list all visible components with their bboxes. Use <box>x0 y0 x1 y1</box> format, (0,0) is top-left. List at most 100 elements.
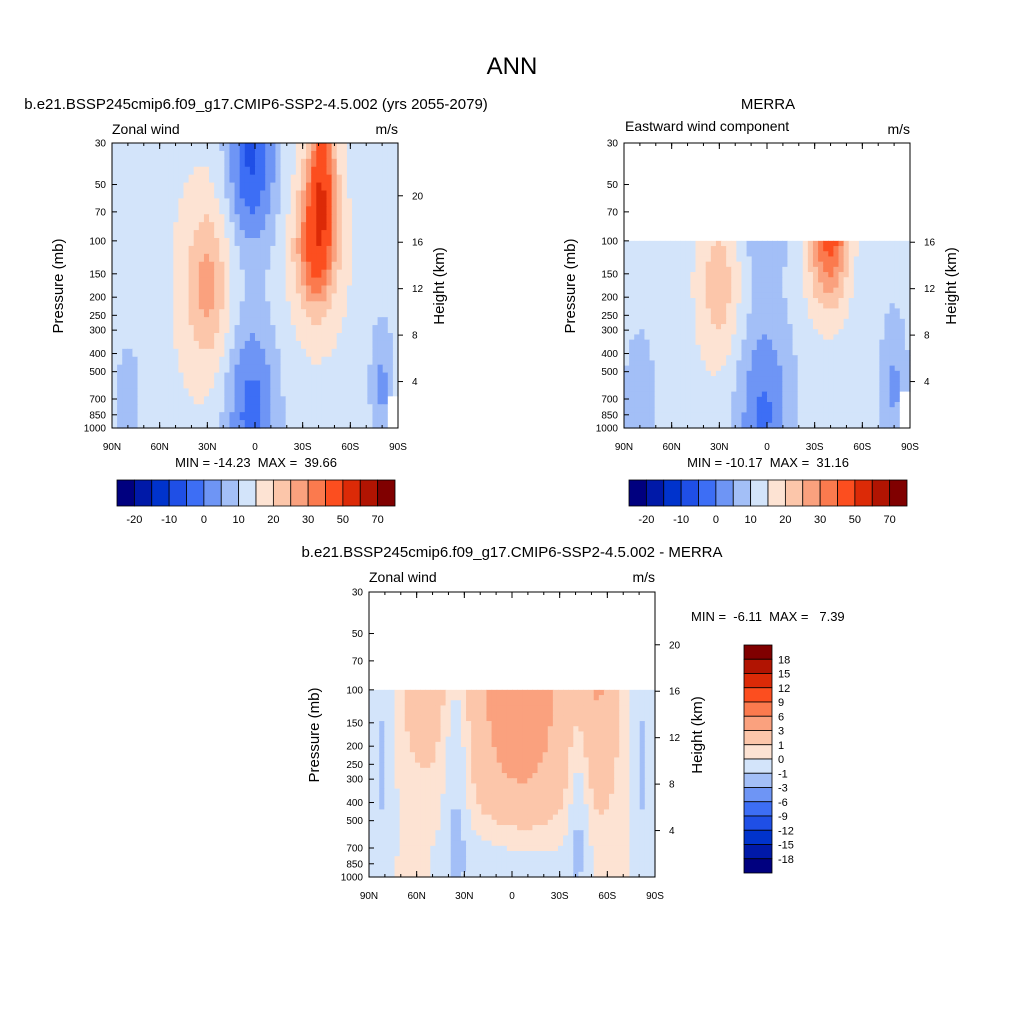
field-cell <box>756 344 763 351</box>
field-cell <box>874 396 880 403</box>
field-cell <box>797 370 804 377</box>
field-cell <box>614 726 620 733</box>
field-cell <box>295 222 302 231</box>
field-cell <box>112 301 118 310</box>
field-cell <box>649 282 656 289</box>
field-cell <box>904 339 911 346</box>
field-cell <box>112 261 118 271</box>
field-cell <box>372 333 379 342</box>
field-cell <box>481 700 488 707</box>
field-cell <box>542 747 549 753</box>
field-cell <box>889 334 896 341</box>
field-cell <box>382 158 389 168</box>
field-cell <box>362 182 368 192</box>
field-cell <box>715 292 722 299</box>
field-cell <box>193 214 200 223</box>
field-cell <box>869 287 875 294</box>
field-cell <box>142 309 149 318</box>
field-cell <box>797 298 804 304</box>
field-cell <box>568 741 574 748</box>
field-cell <box>853 308 860 315</box>
field-cell <box>634 318 640 325</box>
field-cell <box>639 282 646 289</box>
field-cell <box>807 266 814 273</box>
field-cell <box>137 396 144 405</box>
field-cell <box>812 272 819 278</box>
y-tick-label: 500 <box>89 367 106 378</box>
field-cell <box>163 166 169 176</box>
field-cell <box>884 370 891 377</box>
field-cell <box>690 360 697 367</box>
field-cell <box>295 404 302 413</box>
field-cell <box>260 238 266 247</box>
field-cell <box>491 721 498 727</box>
field-cell <box>807 360 814 367</box>
field-cell <box>300 404 307 413</box>
field-cell <box>807 396 814 403</box>
field-cell <box>127 174 134 184</box>
field-cell <box>163 230 169 239</box>
field-cell <box>173 214 179 223</box>
field-cell <box>812 350 819 356</box>
field-cell <box>229 293 236 302</box>
field-cell <box>532 741 539 748</box>
field-cell <box>629 256 635 263</box>
field-cell <box>173 420 179 429</box>
field-cell <box>367 277 374 287</box>
field-cell <box>357 238 363 247</box>
field-cell <box>163 340 169 350</box>
field-cell <box>751 422 758 429</box>
field-cell <box>392 356 399 366</box>
field-cell <box>173 174 179 184</box>
field-cell <box>649 277 656 284</box>
field-cell <box>460 741 467 748</box>
field-cell <box>828 422 834 429</box>
field-cell <box>275 253 282 263</box>
field-cell <box>823 298 829 304</box>
field-cell <box>193 309 200 318</box>
field-cell <box>336 245 343 255</box>
field-cell <box>137 420 144 429</box>
field-cell <box>664 381 671 388</box>
field-cell <box>137 333 144 342</box>
field-cell <box>157 340 164 350</box>
field-cell <box>367 340 374 350</box>
field-cell <box>455 741 462 748</box>
field-cell <box>884 329 891 336</box>
field-cell <box>147 150 154 160</box>
field-cell <box>147 182 154 192</box>
field-cell <box>894 412 901 419</box>
field-cell <box>629 402 635 408</box>
field-cell <box>275 150 282 160</box>
field-cell <box>664 308 671 315</box>
field-cell <box>255 333 261 342</box>
field-cell <box>112 206 118 215</box>
field-cell <box>634 256 640 263</box>
field-cell <box>517 741 523 748</box>
field-cell <box>157 317 164 326</box>
field-cell <box>629 287 635 294</box>
field-cell <box>321 277 328 287</box>
field-cell <box>761 329 768 336</box>
field-cell <box>690 386 697 393</box>
field-cell <box>767 396 773 403</box>
field-cell <box>163 261 169 271</box>
field-cell <box>741 350 748 356</box>
wind-field <box>624 240 911 429</box>
field-cell <box>746 386 753 393</box>
field-cell <box>255 214 261 223</box>
field-cell <box>812 391 819 398</box>
field-cell <box>700 344 707 351</box>
field-cell <box>889 287 896 294</box>
field-cell <box>726 298 732 304</box>
field-cell <box>501 752 508 759</box>
field-cell <box>147 388 154 397</box>
field-cell <box>792 318 799 325</box>
field-cell <box>639 731 646 738</box>
field-cell <box>178 317 185 326</box>
field-cell <box>491 726 498 733</box>
y-tick-label: 200 <box>601 293 618 304</box>
colorbar-swatch <box>750 479 769 507</box>
field-cell <box>372 198 379 207</box>
field-cell <box>326 388 333 397</box>
